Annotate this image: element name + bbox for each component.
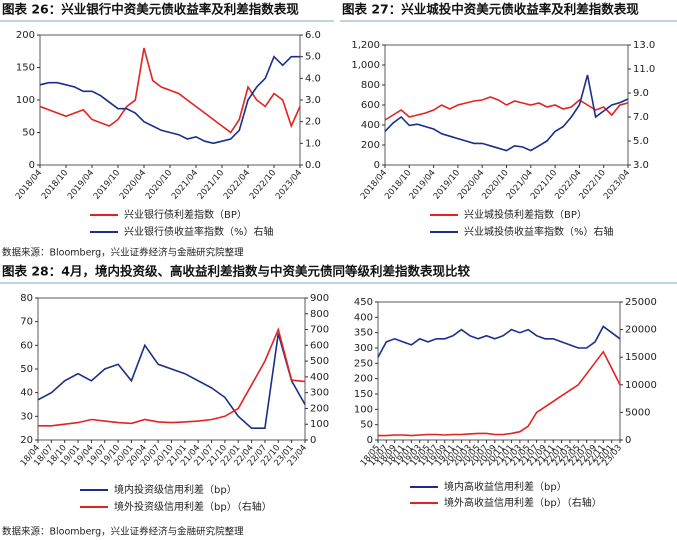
- y-tick-label: 80: [20, 293, 33, 304]
- y-tick-label: 150: [16, 63, 35, 74]
- y2-tick-label: 400: [310, 372, 329, 383]
- series-line: [39, 55, 300, 145]
- source-note: 数据来源：Bloomberg，兴业证券经济与金融研究院整理: [2, 247, 244, 259]
- legend-label: 境内投资级信用利差（bp）: [114, 483, 237, 496]
- y2-tick-label: 100: [310, 419, 329, 430]
- y-tick-label: 40: [20, 388, 33, 399]
- y-tick-label: 800: [361, 80, 380, 91]
- y-tick-label: 70: [20, 317, 33, 328]
- series-line: [37, 333, 306, 429]
- y-tick-label: 0: [29, 160, 35, 171]
- y2-tick-label: 900: [310, 293, 329, 304]
- y2-tick-label: 5000: [625, 407, 650, 418]
- y-tick-label: 50: [22, 128, 35, 139]
- legend-label: 境外高收益信用利差（bp）（右轴）: [444, 496, 602, 509]
- legend-label: 兴业城投债收益率指数（%）右轴: [464, 225, 614, 238]
- y-tick-label: 100: [16, 95, 35, 106]
- source-note: 数据来源：Bloomberg，兴业证券经济与金融研究院整理: [2, 526, 244, 538]
- y2-tick-label: 700: [310, 325, 329, 336]
- y-tick-label: 1,000: [351, 60, 380, 71]
- y2-tick-label: 13.0: [633, 40, 655, 51]
- y2-tick-label: 6.0: [305, 30, 321, 41]
- y-tick-label: 1,200: [351, 40, 380, 51]
- figure-title: 图表 26：兴业银行中资美元债收益率及利差指数表现: [2, 2, 299, 17]
- y2-tick-label: 15000: [625, 352, 657, 363]
- series-line: [384, 74, 629, 152]
- y2-tick-label: 20000: [625, 325, 657, 336]
- y2-tick-label: 9.0: [633, 88, 649, 99]
- y2-tick-label: 11.0: [633, 64, 655, 75]
- y-tick-label: 50: [360, 420, 373, 431]
- y-tick-label: 0: [367, 435, 373, 446]
- legend-label: 境外投资级信用利差（bp）（右轴）: [114, 500, 272, 513]
- y2-tick-label: 800: [310, 309, 329, 320]
- y2-tick-label: 200: [310, 403, 329, 414]
- y-tick-label: 200: [16, 30, 35, 41]
- y-tick-label: 0: [374, 160, 380, 171]
- y2-tick-label: 7.0: [633, 112, 649, 123]
- y2-tick-label: 0: [310, 435, 316, 446]
- y2-tick-label: 3.0: [633, 160, 649, 171]
- y2-tick-label: 5.0: [633, 136, 649, 147]
- legend-label: 境内高收益信用利差（bp）: [444, 480, 567, 493]
- y2-tick-label: 600: [310, 340, 329, 351]
- y-tick-label: 300: [354, 343, 373, 354]
- y-tick-label: 400: [354, 312, 373, 323]
- series-line: [39, 47, 301, 134]
- y2-tick-label: 25000: [625, 297, 657, 308]
- series-line: [378, 350, 621, 437]
- y-tick-label: 200: [354, 374, 373, 385]
- y2-tick-label: 3.0: [305, 95, 321, 106]
- legend-label: 兴业城投债利差指数（BP）: [464, 208, 587, 221]
- figure-title: 图表 27：兴业城投中资美元债收益率及利差指数表现: [342, 2, 639, 17]
- y2-tick-label: 2.0: [305, 117, 321, 128]
- y-tick-label: 200: [361, 140, 380, 151]
- y2-tick-label: 0: [625, 435, 631, 446]
- y-tick-label: 100: [354, 404, 373, 415]
- plot-frame: [377, 301, 621, 441]
- series-line: [384, 96, 629, 121]
- y-tick-label: 350: [354, 328, 373, 339]
- legend-label: 兴业银行债利差指数（BP）: [124, 208, 247, 221]
- y2-tick-label: 300: [310, 388, 329, 399]
- y2-tick-label: 0.0: [305, 160, 321, 171]
- y-tick-label: 450: [354, 297, 373, 308]
- y2-tick-label: 10000: [625, 380, 657, 391]
- y-tick-label: 400: [361, 120, 380, 131]
- y2-tick-label: 500: [310, 356, 329, 367]
- y-tick-label: 50: [20, 364, 33, 375]
- y2-tick-label: 5.0: [305, 52, 321, 63]
- series-line: [377, 325, 621, 358]
- series-line: [38, 327, 306, 427]
- legend-label: 兴业银行债收益率指数（%）右轴: [124, 225, 274, 238]
- y-tick-label: 150: [354, 389, 373, 400]
- figure-title: 图表 28：4月，境内投资级、高收益利差指数与中资美元债同等级利差指数表现比较: [2, 264, 470, 279]
- y-tick-label: 250: [354, 358, 373, 369]
- y-tick-label: 30: [20, 411, 33, 422]
- y2-tick-label: 4.0: [305, 73, 321, 84]
- y-tick-label: 60: [20, 340, 33, 351]
- y-tick-label: 20: [20, 435, 33, 446]
- y-tick-label: 600: [361, 100, 380, 111]
- y2-tick-label: 1.0: [305, 138, 321, 149]
